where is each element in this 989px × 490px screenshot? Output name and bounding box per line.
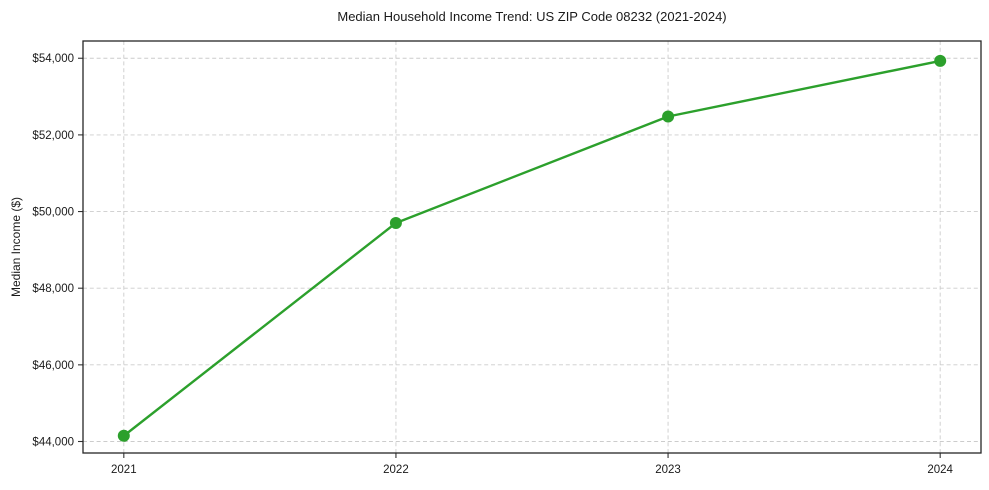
y-tick-label: $52,000 — [32, 130, 74, 142]
y-axis-ticks: $44,000 $46,000 $48,000 $50,000 $52,000 $54,0… — [32, 53, 83, 449]
x-tick-label: 2022 — [383, 464, 409, 476]
y-tick-label: $44,000 — [32, 437, 74, 449]
data-point-2023 — [662, 110, 675, 123]
data-point-2024 — [934, 54, 947, 67]
data-point-2022 — [389, 217, 402, 229]
x-tick-label: 2024 — [927, 464, 953, 476]
data-point-2021 — [117, 429, 130, 442]
x-tick-label: 2021 — [111, 464, 137, 476]
y-tick-label: $48,000 — [32, 283, 74, 295]
gridlines — [83, 41, 981, 453]
chart-title: Median Household Income Trend: US ZIP Co… — [337, 9, 727, 24]
x-axis-ticks: 2021 2022 2023 2024 — [111, 453, 954, 476]
y-tick-label: $54,000 — [32, 53, 74, 65]
y-tick-label: $46,000 — [32, 360, 74, 372]
plot-border — [82, 40, 982, 454]
trend-line — [122, 59, 942, 437]
y-tick-label: $50,000 — [32, 207, 74, 219]
x-tick-label: 2023 — [655, 464, 681, 476]
